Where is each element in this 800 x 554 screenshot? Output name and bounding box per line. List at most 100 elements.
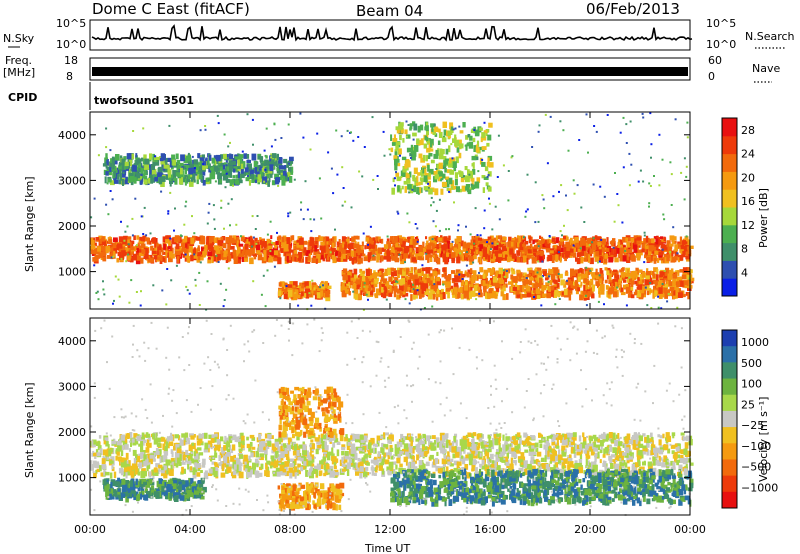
range-cell — [344, 244, 347, 250]
range-cell — [377, 188, 379, 190]
range-cell — [298, 251, 303, 259]
range-cell — [334, 249, 339, 257]
range-cell — [483, 269, 489, 276]
range-cell — [544, 241, 548, 246]
range-cell — [395, 280, 398, 283]
range-cell — [372, 237, 376, 241]
range-cell — [625, 304, 628, 307]
range-cell — [189, 180, 194, 187]
range-cell — [459, 171, 464, 177]
range-cell — [113, 299, 115, 302]
range-cell — [574, 269, 578, 276]
range-cell — [568, 239, 572, 247]
range-cell — [525, 253, 530, 260]
range-cell — [419, 270, 424, 276]
range-cell — [607, 291, 610, 298]
range-cell — [322, 236, 326, 242]
range-cell — [398, 148, 402, 155]
range-cell — [601, 280, 604, 286]
range-cell — [197, 256, 201, 261]
range-cell — [590, 289, 594, 294]
range-cell — [112, 242, 117, 249]
range-cell — [648, 202, 651, 205]
range-cell — [332, 252, 335, 260]
range-cell — [416, 176, 419, 182]
range-cell — [438, 242, 442, 249]
power-colorbar-label: Power [dB] — [757, 188, 770, 248]
range-cell — [95, 292, 98, 294]
range-cell — [168, 241, 172, 247]
range-cell — [435, 269, 441, 275]
range-cell — [428, 188, 433, 195]
range-cell — [362, 276, 366, 282]
range-cell — [452, 294, 456, 298]
range-cell — [323, 241, 327, 246]
range-cell — [562, 129, 565, 132]
range-cell — [287, 242, 293, 246]
range-cell — [415, 286, 421, 291]
range-cell — [470, 183, 473, 186]
range-cell — [245, 241, 251, 245]
range-cell — [320, 255, 324, 260]
range-cell — [124, 161, 129, 167]
range-cell — [266, 250, 269, 255]
range-cell — [519, 243, 524, 250]
range-cell — [147, 257, 152, 262]
range-cell — [296, 436, 300, 441]
range-cell — [135, 153, 138, 158]
range-cell — [464, 252, 469, 260]
range-cell — [387, 269, 391, 276]
range-cell — [647, 238, 652, 244]
range-cell — [342, 274, 348, 281]
range-cell — [94, 242, 97, 247]
range-cell — [253, 253, 257, 257]
range-cell — [177, 169, 180, 172]
range-cell — [473, 237, 479, 245]
range-cell — [241, 169, 244, 174]
range-cell — [293, 293, 297, 301]
range-cell — [390, 267, 394, 272]
range-cell — [268, 247, 271, 254]
nave-label: Nave — [752, 62, 780, 75]
power-colorbar-tick: 20 — [741, 171, 755, 184]
range-cell — [121, 250, 126, 257]
range-cell — [465, 135, 469, 140]
range-cell — [454, 275, 458, 283]
range-cell — [225, 288, 228, 291]
range-cell — [292, 434, 295, 439]
range-cell — [416, 240, 419, 243]
range-cell — [581, 274, 587, 278]
range-cell — [246, 159, 251, 164]
range-cell — [253, 160, 258, 167]
range-cell — [234, 180, 240, 185]
range-cell — [270, 145, 273, 148]
range-cell — [350, 250, 354, 257]
range-cell — [340, 287, 344, 292]
range-cell — [167, 164, 170, 171]
y-tick-label: 2000 — [58, 220, 86, 233]
range-cell — [215, 154, 221, 162]
range-cell — [280, 248, 284, 253]
range-cell — [411, 188, 414, 191]
range-cell — [537, 260, 540, 263]
range-cell — [319, 236, 324, 241]
range-cell — [381, 468, 385, 475]
range-cell — [364, 245, 367, 250]
range-cell — [345, 280, 349, 284]
range-cell — [284, 251, 287, 256]
range-cell — [550, 285, 555, 290]
range-cell — [396, 176, 401, 182]
range-cell — [430, 204, 432, 207]
range-cell — [332, 236, 335, 243]
range-cell — [655, 274, 659, 281]
range-cell — [329, 251, 332, 254]
range-cell — [246, 238, 250, 243]
range-cell — [643, 261, 646, 264]
range-cell — [454, 253, 458, 258]
range-cell — [281, 236, 285, 243]
range-cell — [587, 291, 592, 296]
range-cell — [482, 247, 487, 254]
range-cell — [410, 144, 413, 151]
range-cell — [228, 242, 231, 249]
range-cell — [144, 169, 147, 175]
